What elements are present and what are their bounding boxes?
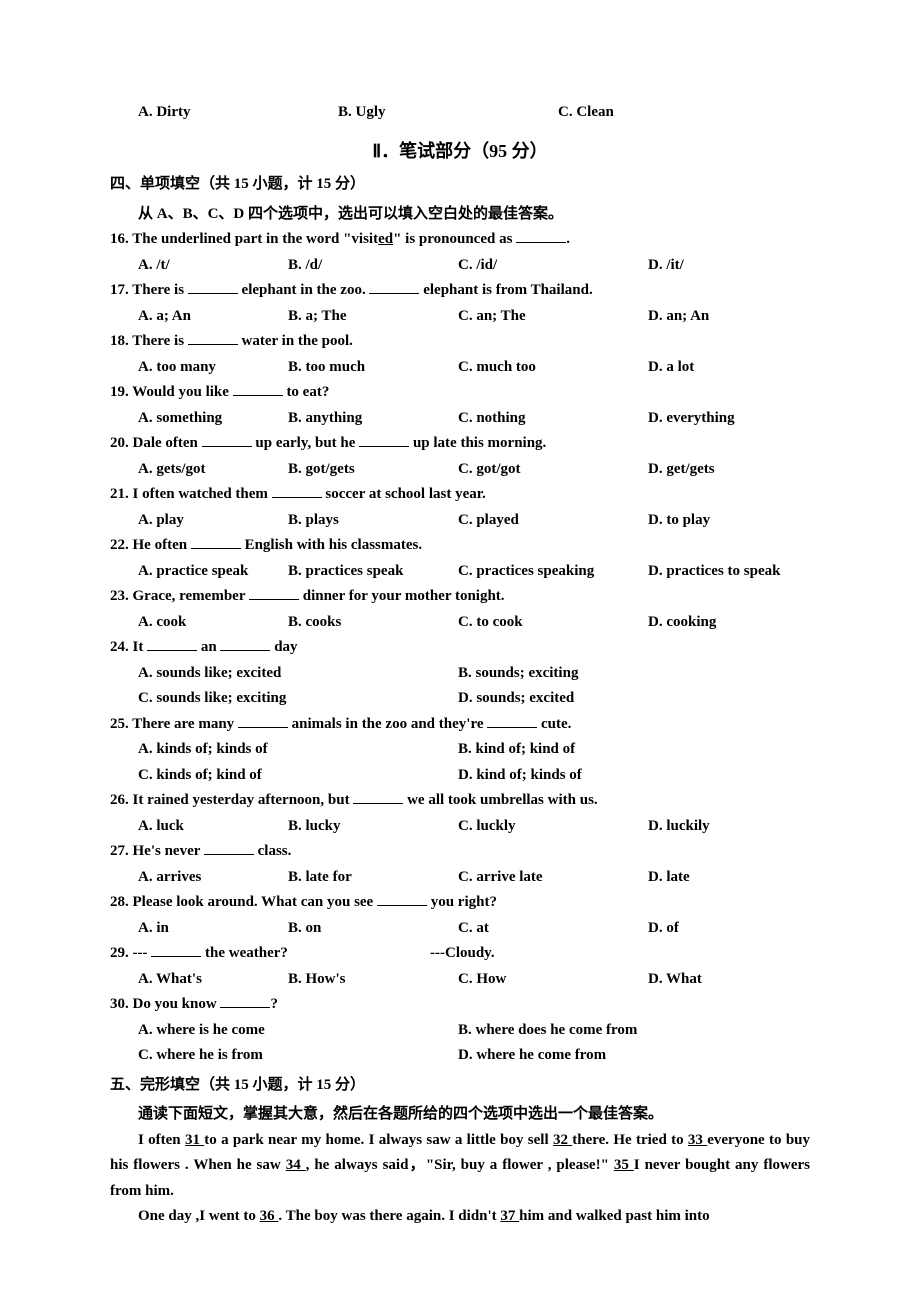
q16-after: " is pronounced as	[393, 231, 516, 247]
q16-stem: 16. The underlined part in the word "vis…	[110, 227, 810, 253]
q26-options: A. luck B. lucky C. luckly D. luckily	[138, 814, 810, 840]
blank	[516, 229, 566, 244]
q22-options: A. practice speak B. practices speak C. …	[138, 559, 810, 585]
part2-title: Ⅱ．笔试部分（95 分）	[110, 136, 810, 167]
q23-stem: 23. Grace, remember dinner for your moth…	[110, 584, 810, 610]
q18-options: A. too many B. too much C. much too D. a…	[138, 355, 810, 381]
q29-options: A. What's B. How's C. How D. What	[138, 967, 810, 993]
q23-options: A. cook B. cooks C. to cook D. cooking	[138, 610, 810, 636]
q16-c: C. /id/	[458, 253, 648, 279]
q16-b: B. /d/	[288, 253, 458, 279]
section4-heading: 四、单项填空（共 15 小题，计 15 分）	[110, 172, 810, 198]
section5-sub: 通读下面短文，掌握其大意，然后在各题所给的四个选项中选出一个最佳答案。	[138, 1102, 810, 1128]
q17-options: A. a; An B. a; The C. an; The D. an; An	[138, 304, 810, 330]
q25-options-row1: A. kinds of; kinds of B. kind of; kind o…	[138, 737, 810, 763]
q16-d: D. /it/	[648, 253, 798, 279]
q22-stem: 22. He often English with his classmates…	[110, 533, 810, 559]
q26-stem: 26. It rained yesterday afternoon, but w…	[110, 788, 810, 814]
passage-p2: One day ,I went to 36 . The boy was ther…	[110, 1204, 810, 1230]
q19-options: A. something B. anything C. nothing D. e…	[138, 406, 810, 432]
q21-options: A. play B. plays C. played D. to play	[138, 508, 810, 534]
q16-underlined: ed	[378, 231, 393, 247]
q20-options: A. gets/got B. got/gets C. got/got D. ge…	[138, 457, 810, 483]
q30-options-row2: C. where he is from D. where he come fro…	[138, 1043, 810, 1069]
q15-opt-a: A. Dirty	[138, 100, 338, 126]
section4-sub: 从 A、B、C、D 四个选项中，选出可以填入空白处的最佳答案。	[138, 202, 810, 228]
q20-stem: 20. Dale often up early, but he up late …	[110, 431, 810, 457]
q30-options-row1: A. where is he come B. where does he com…	[138, 1018, 810, 1044]
q15-options: A. Dirty B. Ugly C. Clean	[138, 100, 810, 126]
q21-stem: 21. I often watched them soccer at schoo…	[110, 482, 810, 508]
q25-stem: 25. There are many animals in the zoo an…	[110, 712, 810, 738]
q25-options-row2: C. kinds of; kind of D. kind of; kinds o…	[138, 763, 810, 789]
q16-options: A. /t/ B. /d/ C. /id/ D. /it/	[138, 253, 810, 279]
q15-opt-c: C. Clean	[558, 100, 748, 126]
q17-stem: 17. There is elephant in the zoo. elepha…	[110, 278, 810, 304]
q16-before: 16. The underlined part in the word "vis…	[110, 231, 378, 247]
q28-options: A. in B. on C. at D. of	[138, 916, 810, 942]
q16-a: A. /t/	[138, 253, 288, 279]
q24-stem: 24. It an day	[110, 635, 810, 661]
section5-heading: 五、完形填空（共 15 小题，计 15 分）	[110, 1073, 810, 1099]
q24-options-row1: A. sounds like; excited B. sounds; excit…	[138, 661, 810, 687]
q19-stem: 19. Would you like to eat?	[110, 380, 810, 406]
q30-stem: 30. Do you know ?	[110, 992, 810, 1018]
q24-options-row2: C. sounds like; exciting D. sounds; exci…	[138, 686, 810, 712]
q27-stem: 27. He's never class.	[110, 839, 810, 865]
q28-stem: 28. Please look around. What can you see…	[110, 890, 810, 916]
q18-stem: 18. There is water in the pool.	[110, 329, 810, 355]
q27-options: A. arrives B. late for C. arrive late D.…	[138, 865, 810, 891]
q29-stem: 29. --- the weather? ---Cloudy.	[110, 941, 810, 967]
passage-p1: I often 31 to a park near my home. I alw…	[110, 1128, 810, 1205]
q15-opt-b: B. Ugly	[338, 100, 558, 126]
